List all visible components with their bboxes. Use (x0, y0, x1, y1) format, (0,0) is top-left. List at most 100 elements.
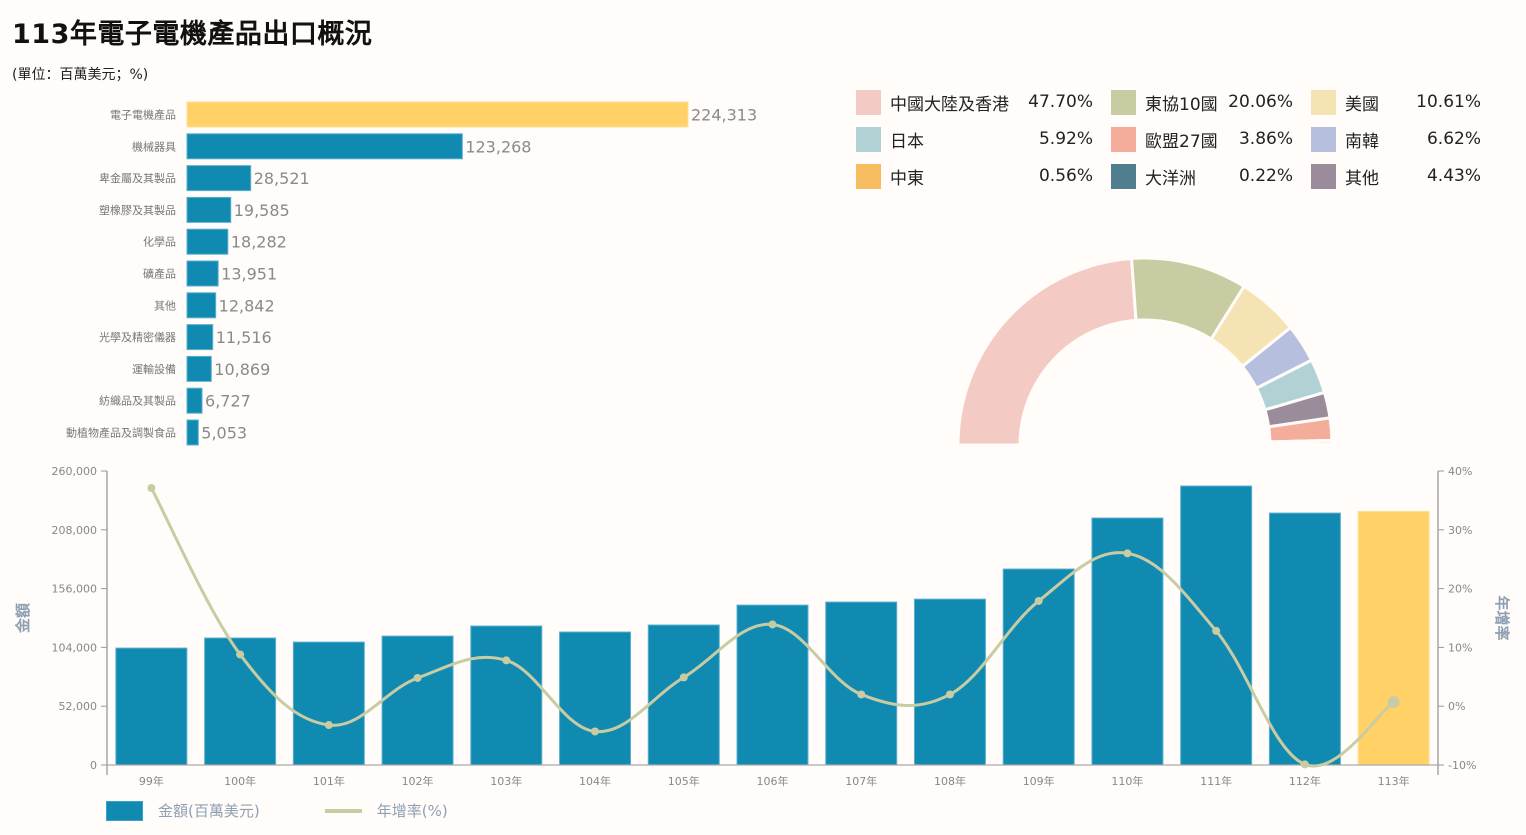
bar-category-label: 紡織品及其製品 (99, 394, 176, 408)
legend-item[interactable]: 日本 5.92% (856, 126, 1111, 152)
growth-rate-point[interactable] (1123, 549, 1132, 558)
bar[interactable] (186, 419, 199, 446)
legend-label: 中東 (890, 168, 924, 189)
legend-item[interactable]: 美國 10.61% (1311, 89, 1481, 115)
bar-category-label: 電子電機產品 (110, 108, 176, 122)
bar[interactable] (1357, 510, 1430, 766)
growth-rate-point[interactable] (1034, 596, 1043, 605)
bar[interactable] (186, 292, 217, 319)
legend-label: 南韓 (1345, 131, 1379, 152)
legend-line-label[interactable]: 年增率(%) (376, 802, 448, 820)
bar[interactable] (1180, 485, 1253, 766)
legend-value: 10.61% (1416, 92, 1481, 112)
legend-swatch (1111, 126, 1136, 152)
legend-swatch (856, 126, 881, 152)
bar[interactable] (186, 324, 214, 351)
x-tick-label: 105年 (668, 774, 700, 788)
bar-value-label: 123,268 (465, 137, 531, 156)
legend-value: 0.56% (1038, 166, 1093, 186)
bar[interactable] (381, 635, 454, 766)
bar[interactable] (559, 631, 632, 766)
bar[interactable] (736, 604, 809, 766)
growth-rate-point[interactable] (1212, 626, 1221, 635)
bar-category-label: 塑橡膠及其製品 (99, 203, 176, 217)
bar[interactable] (186, 133, 463, 160)
growth-rate-point[interactable] (236, 650, 245, 659)
x-tick-label: 101年 (313, 774, 345, 788)
legend-swatch (1311, 126, 1336, 152)
legend-bar-label[interactable]: 金額(百萬美元) (158, 802, 260, 820)
x-tick-label: 113年 (1378, 774, 1410, 788)
legend-value: 5.92% (1038, 129, 1093, 149)
growth-rate-point[interactable] (502, 656, 511, 665)
legend-item[interactable]: 歐盟27國 3.86% (1111, 126, 1311, 152)
right-tick-label: 0% (1448, 700, 1465, 713)
bar[interactable] (186, 387, 203, 414)
left-tick-label: 0 (90, 759, 97, 772)
legend-swatch (856, 89, 881, 115)
bar[interactable] (1268, 512, 1341, 766)
bar[interactable] (1091, 517, 1164, 766)
left-tick-label: 156,000 (52, 583, 98, 596)
bar-category-label: 礦產品 (143, 267, 176, 281)
growth-rate-point[interactable] (591, 727, 600, 736)
growth-rate-point[interactable] (768, 620, 777, 629)
legend-value: 0.22% (1238, 166, 1293, 186)
legend-value: 4.43% (1426, 166, 1481, 186)
legend-item[interactable]: 其他 4.43% (1311, 163, 1481, 189)
bar[interactable] (186, 228, 229, 255)
bar-category-label: 機械器具 (132, 139, 176, 153)
growth-rate-point[interactable] (679, 673, 688, 682)
bar-value-label: 224,313 (691, 106, 757, 125)
legend-label: 大洋洲 (1145, 168, 1196, 189)
bar[interactable] (186, 196, 232, 223)
bar[interactable] (186, 355, 212, 382)
legend-item[interactable]: 東協10國 20.06% (1111, 89, 1311, 115)
right-tick-label: -10% (1448, 759, 1476, 772)
growth-rate-point[interactable] (1300, 760, 1309, 769)
bar-value-label: 6,727 (205, 392, 251, 411)
legend-item[interactable]: 南韓 6.62% (1311, 126, 1481, 152)
growth-rate-point[interactable] (147, 484, 156, 493)
bar[interactable] (115, 647, 188, 766)
growth-rate-line[interactable] (150, 487, 1395, 768)
legend-swatch (856, 163, 881, 189)
legend-item[interactable]: 中國大陸及香港 47.70% (856, 89, 1111, 115)
bar[interactable] (825, 601, 898, 766)
x-tick-label: 110年 (1111, 774, 1143, 788)
legend-line-swatch[interactable] (324, 808, 362, 813)
bar-value-label: 10,869 (214, 360, 270, 379)
x-tick-label: 108年 (934, 774, 966, 788)
donut-slice[interactable] (1268, 442, 1334, 447)
left-tick-label: 260,000 (52, 465, 98, 478)
bar[interactable] (204, 637, 277, 766)
bar[interactable] (186, 101, 689, 128)
region-share-donut-chart (956, 256, 1334, 447)
growth-rate-point[interactable] (413, 673, 422, 682)
bar[interactable] (470, 625, 543, 766)
legend-label: 其他 (1345, 168, 1379, 189)
growth-rate-point[interactable] (324, 721, 333, 730)
bar-value-label: 12,842 (219, 296, 275, 315)
combo-legend: 金額(百萬美元) 年增率(%) (106, 800, 448, 821)
growth-rate-point[interactable] (857, 690, 866, 699)
legend-item[interactable]: 中東 0.56% (856, 163, 1111, 189)
growth-rate-point[interactable] (945, 690, 954, 699)
bar[interactable] (186, 165, 252, 192)
bar-category-label: 化學品 (143, 235, 176, 249)
legend-value: 47.70% (1028, 92, 1093, 112)
x-tick-label: 100年 (224, 774, 256, 788)
page-title: 113年電子電機產品出口概況 (12, 19, 373, 50)
x-tick-label: 107年 (845, 774, 877, 788)
growth-rate-point[interactable] (1387, 696, 1400, 709)
right-tick-label: 40% (1448, 465, 1472, 478)
legend-item[interactable]: 大洋洲 0.22% (1111, 163, 1311, 189)
legend-bar-swatch[interactable] (106, 800, 143, 821)
bar[interactable] (292, 641, 365, 766)
right-axis-title: 年增率 (1493, 595, 1511, 640)
bar[interactable] (913, 598, 986, 766)
bar-value-label: 11,516 (216, 328, 272, 347)
legend-swatch (1111, 89, 1136, 115)
bar[interactable] (186, 260, 219, 287)
